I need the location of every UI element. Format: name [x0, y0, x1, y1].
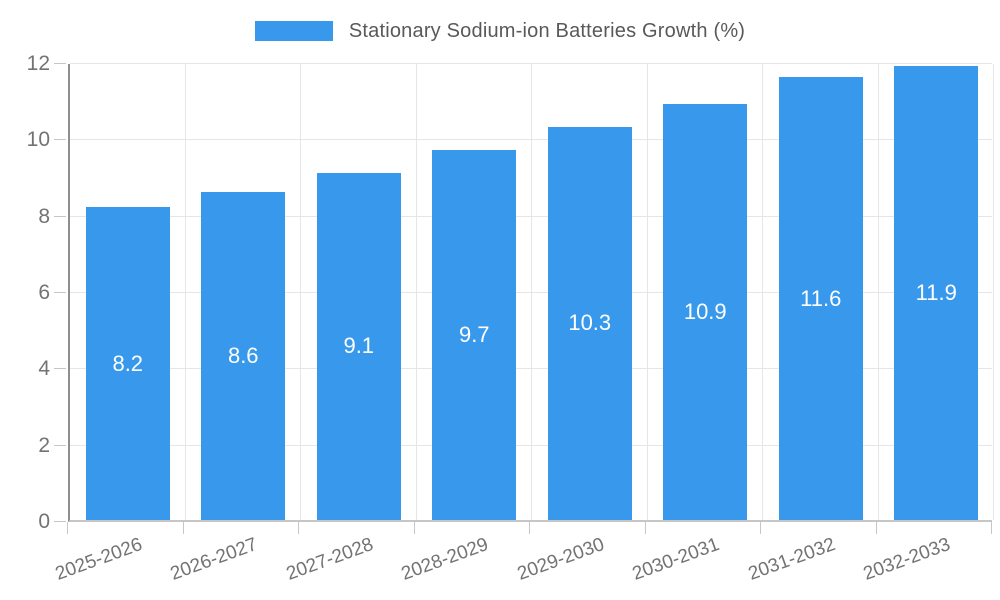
gridline-horizontal: [70, 63, 992, 64]
y-axis-tick: [54, 139, 66, 141]
gridline-vertical: [531, 64, 532, 520]
y-axis-label: 6: [38, 281, 50, 304]
bar-value-label: 11.9: [915, 279, 957, 305]
gridline-vertical: [877, 64, 879, 520]
bar-value-label: 9.1: [343, 333, 375, 359]
y-axis-label: 10: [26, 128, 50, 152]
y-axis-label: 2: [38, 433, 50, 457]
bar: 9.7: [432, 149, 517, 520]
bar: 8.6: [201, 191, 286, 520]
gridline-vertical: [300, 64, 301, 520]
x-axis-tick: [760, 522, 761, 534]
bar: 11.6: [778, 77, 863, 520]
y-axis-tick: [54, 444, 66, 446]
bar-value-label: 8.6: [227, 342, 259, 368]
x-axis-tick: [298, 522, 299, 534]
bar-value-label: 10.3: [568, 310, 612, 336]
bar-value-label: 10.9: [683, 299, 727, 324]
y-axis-tick: [54, 215, 66, 217]
x-axis-tick: [182, 522, 184, 534]
legend-label: Stationary Sodium-ion Batteries Growth (…: [348, 19, 746, 42]
y-axis-tick: [54, 63, 66, 64]
y-axis-tick: [54, 292, 66, 293]
bar-value-label: 9.7: [458, 321, 490, 347]
y-axis-label: 8: [38, 204, 50, 228]
y-axis-label: 4: [38, 357, 50, 381]
x-axis-tick: [875, 522, 877, 534]
bar-value-label: 8.2: [112, 350, 144, 376]
plot-area: 8.2 8.6 9.1 9.7 10.3 10.9 11.6 11.9: [68, 63, 994, 522]
bar: 8.2: [85, 207, 170, 520]
gridline-vertical: [762, 64, 763, 520]
x-axis-tick: [529, 522, 530, 534]
gridline-vertical: [184, 64, 186, 520]
gridline-vertical: [646, 64, 648, 520]
bar: 9.1: [316, 172, 401, 520]
bar: 10.9: [663, 103, 748, 520]
legend-item[interactable]: Stationary Sodium-ion Batteries Growth (…: [254, 19, 746, 43]
x-axis-tick: [413, 522, 415, 534]
chart-legend: Stationary Sodium-ion Batteries Growth (…: [0, 14, 1000, 48]
y-axis-tick: [54, 521, 66, 522]
bar: 10.3: [547, 126, 632, 520]
y-axis-label: 12: [26, 52, 50, 75]
bar: 11.9: [894, 65, 979, 520]
gridline-vertical: [415, 64, 417, 520]
x-axis-tick: [644, 522, 646, 534]
x-axis-tick: [991, 522, 992, 534]
bar-value-label: 11.6: [800, 285, 842, 311]
legend-swatch: [254, 21, 333, 41]
x-axis-tick: [67, 522, 68, 534]
y-axis-label: 0: [38, 510, 50, 533]
gridline-vertical: [993, 64, 994, 520]
y-axis-tick: [54, 368, 66, 370]
